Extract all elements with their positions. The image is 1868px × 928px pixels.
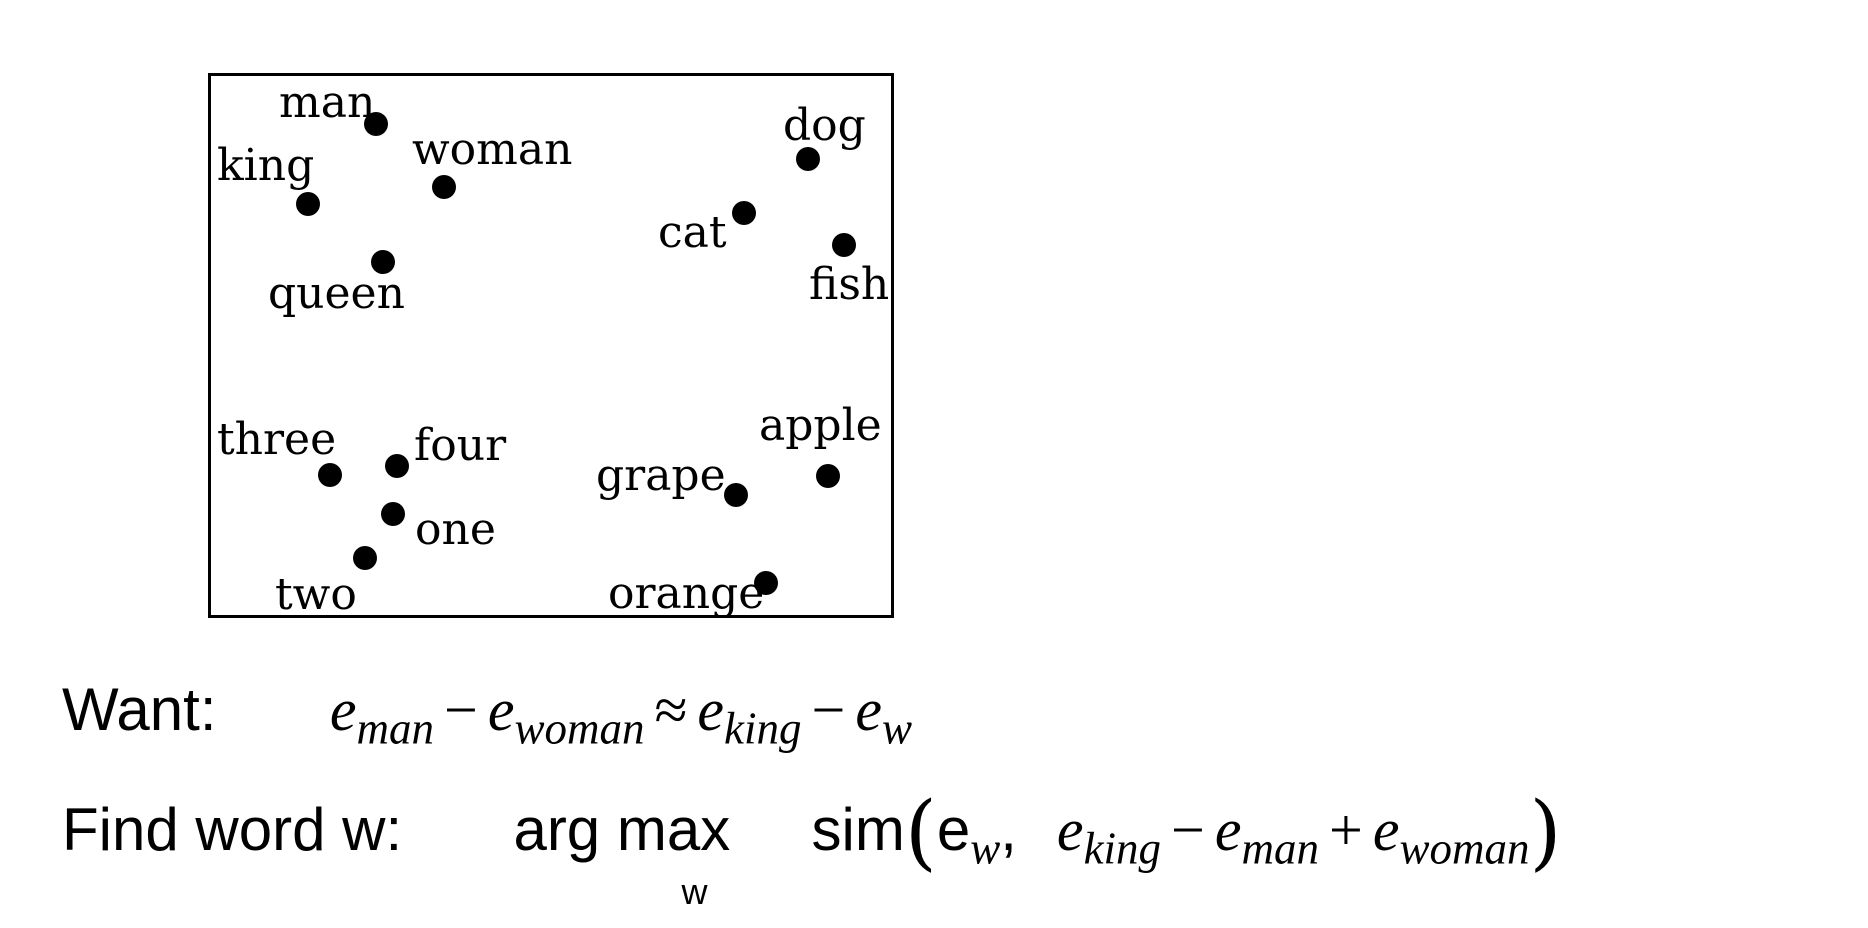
word-label-fish: fish (809, 259, 890, 310)
word-point-fish (832, 233, 856, 257)
sim-arguments: ew, eking − eman + ewoman (936, 796, 1530, 874)
word-point-queen (371, 250, 395, 274)
word-label-one: one (415, 504, 496, 555)
want-formula: Want: eman − ewoman ≈ eking − ew (62, 680, 912, 752)
word-point-orange (754, 571, 778, 595)
embedding-space-box: man king woman queen dog cat fish three … (208, 73, 894, 618)
word-label-orange: orange (608, 568, 765, 619)
word-point-apple (816, 464, 840, 488)
word-label-four: four (414, 420, 507, 471)
word-label-three: three (217, 414, 337, 465)
word-point-three (318, 463, 342, 487)
word-label-woman: woman (412, 124, 573, 175)
word-label-queen: queen (268, 268, 405, 319)
word-label-grape: grape (596, 450, 726, 501)
word-label-cat: cat (658, 207, 727, 258)
word-point-cat (732, 201, 756, 225)
find-formula: Find word w: arg max w sim(ew, eking − eman… (62, 785, 1562, 912)
word-point-king (296, 192, 320, 216)
argmax-operator: arg max w (513, 796, 731, 912)
word-point-dog (796, 147, 820, 171)
word-point-man (364, 112, 388, 136)
word-point-four (385, 454, 409, 478)
word-point-grape (724, 483, 748, 507)
word-label-apple: apple (759, 400, 882, 451)
sim-function: sim (811, 796, 905, 863)
word-point-one (381, 502, 405, 526)
word-point-two (353, 546, 377, 570)
want-expression: eman − ewoman ≈ eking − ew (329, 677, 913, 754)
word-label-dog: dog (783, 100, 866, 151)
word-label-two: two (275, 569, 357, 620)
word-label-man: man (279, 77, 376, 128)
argmax-subscript: w (681, 871, 708, 912)
want-label: Want: (62, 676, 217, 743)
word-label-king: king (217, 140, 315, 191)
word-point-woman (432, 175, 456, 199)
find-label: Find word w: (62, 796, 403, 863)
